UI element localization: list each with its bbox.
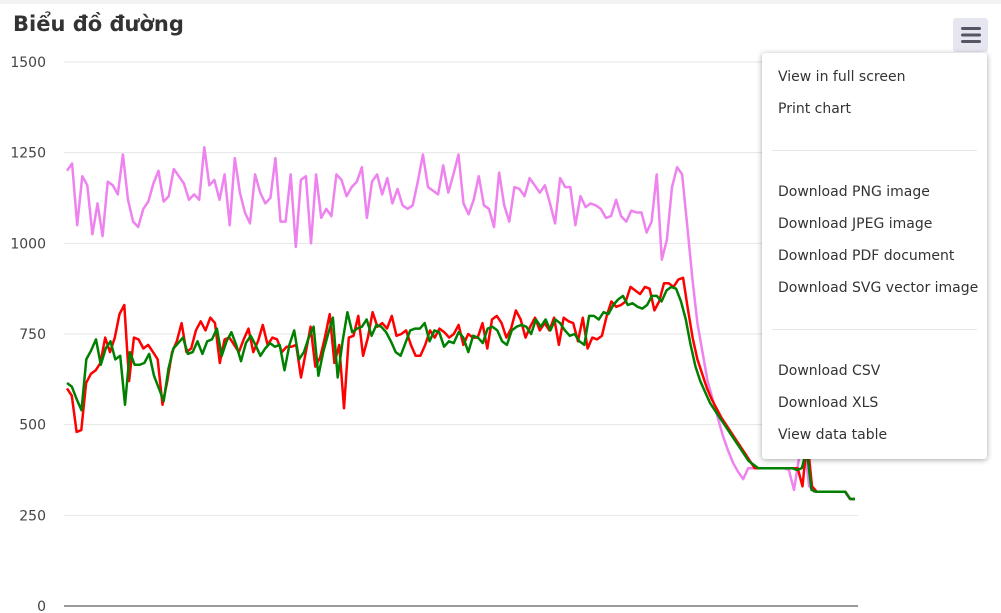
y-tick-label: 0 — [37, 599, 46, 613]
hamburger-icon — [960, 27, 981, 43]
menu-item-view-data-table[interactable]: View data table — [778, 427, 888, 443]
y-tick-label: 1250 — [10, 146, 46, 162]
menu-item-download-jpeg[interactable]: Download JPEG image — [778, 216, 933, 232]
chart-menu-button[interactable] — [953, 18, 988, 52]
menu-item-download-xls[interactable]: Download XLS — [778, 395, 879, 411]
series-lines — [65, 145, 855, 501]
menu-item-print-chart[interactable]: Print chart — [778, 101, 852, 117]
menu-item-download-csv[interactable]: Download CSV — [778, 363, 881, 379]
menu-item-download-svg[interactable]: Download SVG vector image — [778, 280, 979, 296]
series-line-3 — [66, 285, 855, 501]
menu-item-download-pdf[interactable]: Download PDF document — [778, 248, 955, 264]
menu-separator — [772, 329, 977, 330]
y-tick-label: 750 — [19, 327, 46, 343]
top-strip — [0, 0, 1001, 4]
menu-item-download-png[interactable]: Download PNG image — [778, 184, 930, 200]
menu-item-view-full-screen[interactable]: View in full screen — [778, 69, 906, 85]
menu-separator — [772, 150, 977, 151]
y-tick-label: 250 — [19, 508, 46, 524]
y-tick-label: 500 — [19, 418, 46, 434]
export-menu: View in full screen Print chart Download… — [762, 53, 987, 459]
y-tick-label: 1000 — [10, 236, 46, 252]
y-axis-tick-labels: 0 250 500 750 1000 1250 1500 — [10, 55, 46, 613]
series-line-2 — [65, 276, 855, 501]
series-line-1 — [65, 145, 855, 501]
y-tick-label: 1500 — [10, 55, 46, 71]
chart-title: Biểu đồ đường — [13, 12, 184, 36]
